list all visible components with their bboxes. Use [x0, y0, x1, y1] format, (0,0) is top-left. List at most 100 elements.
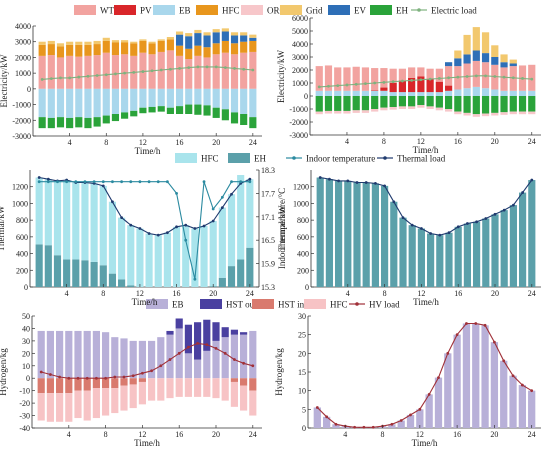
bar-grid-22	[230, 32, 239, 36]
x-tick-label: 4	[65, 289, 69, 298]
point-hv-load-20	[493, 340, 496, 344]
bar-eb-10	[120, 338, 128, 379]
bar-eh-22	[230, 112, 239, 124]
bar-hst-in-24	[249, 378, 257, 391]
bar-eh-7	[90, 261, 98, 287]
bar-pv-8	[380, 87, 388, 91]
point-thermal-load-11	[129, 223, 133, 227]
y2-tick-label: 17.7	[261, 189, 275, 198]
bar-grid-18	[472, 27, 480, 51]
bar-hfc-19	[200, 225, 208, 287]
bar-eh-3	[56, 117, 65, 128]
point-electric-load-5	[77, 75, 81, 79]
bar-orc-12	[417, 105, 425, 108]
point-electric-load-19	[484, 74, 487, 78]
bar-eb-20	[491, 89, 499, 96]
bar-eb-11	[406, 414, 415, 428]
bar-ev-20	[212, 32, 220, 44]
y-tick-label: 4000	[15, 22, 31, 31]
bar-orc-14	[435, 107, 443, 111]
bar-pv-11	[408, 77, 416, 93]
bar-grid-19	[481, 32, 490, 54]
point-thermal-load-17	[466, 222, 469, 225]
bar-eb-17	[184, 353, 192, 379]
bar-grid-22	[509, 59, 517, 64]
bar-eb-8	[102, 88, 110, 116]
point-indoor-temperature-14	[156, 180, 160, 184]
bar-grid-12	[139, 39, 147, 41]
y-tick-label: 30	[22, 337, 30, 346]
chart-electric-left: -3000 -2000 -1000 0 1000 2000 3000 4000 4 8 12 16 20…	[0, 22, 262, 156]
bar-hfc-7	[90, 183, 98, 262]
legend-label-eb: EB	[172, 300, 184, 310]
bar-pv-14	[435, 81, 443, 93]
bar-grid-14	[157, 39, 165, 41]
bar-eh-24	[246, 247, 254, 287]
bar-eh-23	[237, 259, 245, 287]
x-tick-label: 12	[139, 138, 147, 147]
bar-pv-13	[426, 79, 434, 93]
bar-hfc-1	[37, 393, 45, 421]
bar-eb-7	[371, 90, 379, 96]
y-tick-label: -2000	[12, 116, 31, 125]
bar-ev-19	[203, 35, 211, 48]
bar-eh-5	[72, 259, 80, 287]
bar-hst-out-15	[166, 330, 174, 335]
point-thermal-load-21	[502, 208, 506, 212]
point-electric-load-24	[530, 77, 534, 81]
bar-ev-15	[444, 62, 453, 67]
bar-eb-22	[509, 375, 517, 428]
legend-swatch-orc	[241, 5, 263, 15]
bar-orc-17	[463, 112, 471, 116]
bar-hst-in-4	[65, 378, 73, 394]
bar-eh-1	[315, 96, 323, 112]
bar-eb-18	[472, 323, 480, 428]
y-tick-label: 2000	[15, 53, 31, 62]
y-tick-label: 1000	[293, 199, 309, 208]
y-tick-label: 10	[298, 387, 306, 396]
legend-swatch-pv	[114, 5, 136, 15]
bar-hfc-4	[65, 393, 73, 422]
x-tick-label: 20	[490, 430, 498, 439]
x-tick-label: 8	[381, 430, 385, 439]
legend-label-hst-out: HST out	[226, 300, 257, 310]
point-indoor-temperature-19	[202, 180, 206, 184]
y-tick-label: 1000	[12, 199, 28, 208]
point-hv-load-18	[196, 341, 200, 345]
y-tick-label: -30	[19, 412, 30, 421]
bar-wt-12	[417, 67, 425, 77]
bar-orc-6	[361, 110, 370, 113]
x-tick-label: 12	[417, 289, 425, 298]
x-tick-label: 4	[68, 138, 72, 147]
point-hv-load-13	[427, 393, 431, 396]
x-axis-label: Time/h	[132, 297, 158, 307]
bar-eb-12	[417, 92, 425, 96]
bar-hst-out-21	[221, 327, 229, 338]
bar-hfc-19	[203, 47, 211, 58]
x-tick-label: 4	[346, 289, 350, 298]
point-electric-load-10	[123, 71, 126, 75]
y-tick-label: -1000	[12, 101, 31, 110]
point-electric-load-6	[364, 82, 367, 86]
bar-hfc-10	[121, 42, 129, 55]
bar-eh-12	[139, 107, 147, 114]
bar-wt-7	[93, 55, 101, 89]
point-thermal-load-13	[429, 232, 432, 235]
bar-eh-3	[53, 255, 62, 287]
bar-eb-15	[444, 90, 453, 96]
y-axis-label: Thermal/kW	[277, 205, 287, 251]
point-thermal-load-3	[337, 179, 340, 183]
bar-grid-24	[249, 34, 257, 38]
point-hv-load-2	[49, 373, 52, 376]
point-thermal-load-16	[456, 225, 460, 229]
bar-wt-1	[315, 66, 323, 91]
point-thermal-load-10	[120, 216, 123, 220]
bar-hst-in-1	[37, 378, 45, 394]
x-tick-label: 16	[454, 289, 462, 298]
y-axis-label: Hydrogen/kg	[0, 348, 8, 396]
legend-swatch-hst-in	[252, 299, 274, 309]
y-tick-label: 3000	[15, 38, 31, 47]
bar-eh-13	[426, 96, 434, 107]
bar-eh-23	[240, 114, 248, 125]
line-thermal-load	[320, 176, 533, 236]
